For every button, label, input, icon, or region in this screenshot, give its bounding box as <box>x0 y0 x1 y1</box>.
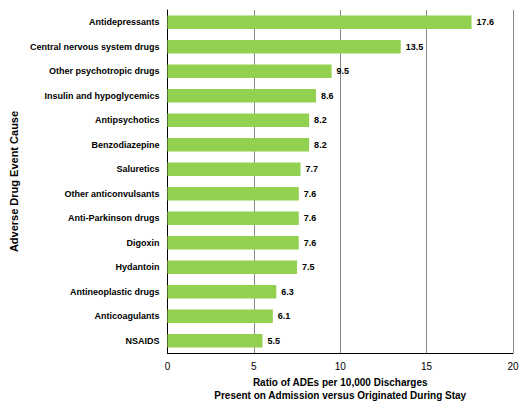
svg-text:7.6: 7.6 <box>304 189 317 199</box>
svg-text:Ratio of ADEs per 10,000 Disch: Ratio of ADEs per 10,000 Discharges <box>253 377 428 388</box>
svg-text:Hydantoin: Hydantoin <box>115 262 159 272</box>
svg-text:Antidepressants: Antidepressants <box>89 17 160 27</box>
svg-text:Benzodiazepine: Benzodiazepine <box>91 140 159 150</box>
svg-text:NSAIDS: NSAIDS <box>125 336 159 346</box>
svg-text:7.7: 7.7 <box>305 164 318 174</box>
svg-text:Other psychotropic drugs: Other psychotropic drugs <box>49 66 160 76</box>
svg-text:8.6: 8.6 <box>321 91 334 101</box>
svg-text:9.5: 9.5 <box>337 66 350 76</box>
svg-text:15: 15 <box>421 361 433 372</box>
svg-text:13.5: 13.5 <box>406 42 424 52</box>
svg-text:6.1: 6.1 <box>278 311 291 321</box>
svg-text:Anti-Parkinson drugs: Anti-Parkinson drugs <box>68 213 160 223</box>
svg-text:Central nervous system drugs: Central nervous system drugs <box>30 42 160 52</box>
svg-text:Insulin and hypoglycemics: Insulin and hypoglycemics <box>44 91 159 101</box>
svg-text:Present on Admission versus Or: Present on Admission versus Originated D… <box>214 390 466 401</box>
svg-text:Digoxin: Digoxin <box>126 238 159 248</box>
svg-text:7.5: 7.5 <box>302 262 315 272</box>
svg-text:Anticoagulants: Anticoagulants <box>94 311 159 321</box>
svg-text:20: 20 <box>507 361 519 372</box>
svg-text:0: 0 <box>165 361 171 372</box>
svg-text:10: 10 <box>335 361 347 372</box>
svg-text:Adverse Drug Event Cause: Adverse Drug Event Cause <box>8 111 20 252</box>
svg-text:8.2: 8.2 <box>314 115 327 125</box>
svg-text:5: 5 <box>251 361 257 372</box>
svg-text:7.6: 7.6 <box>304 213 317 223</box>
svg-text:6.3: 6.3 <box>281 287 294 297</box>
svg-text:Saluretics: Saluretics <box>116 164 159 174</box>
svg-text:7.6: 7.6 <box>304 238 317 248</box>
svg-text:17.6: 17.6 <box>477 17 495 27</box>
svg-text:8.2: 8.2 <box>314 140 327 150</box>
svg-text:Antipsychotics: Antipsychotics <box>95 115 160 125</box>
svg-text:Other anticonvulsants: Other anticonvulsants <box>64 189 159 199</box>
svg-text:Antineoplastic drugs: Antineoplastic drugs <box>70 287 160 297</box>
svg-text:5.5: 5.5 <box>267 336 280 346</box>
